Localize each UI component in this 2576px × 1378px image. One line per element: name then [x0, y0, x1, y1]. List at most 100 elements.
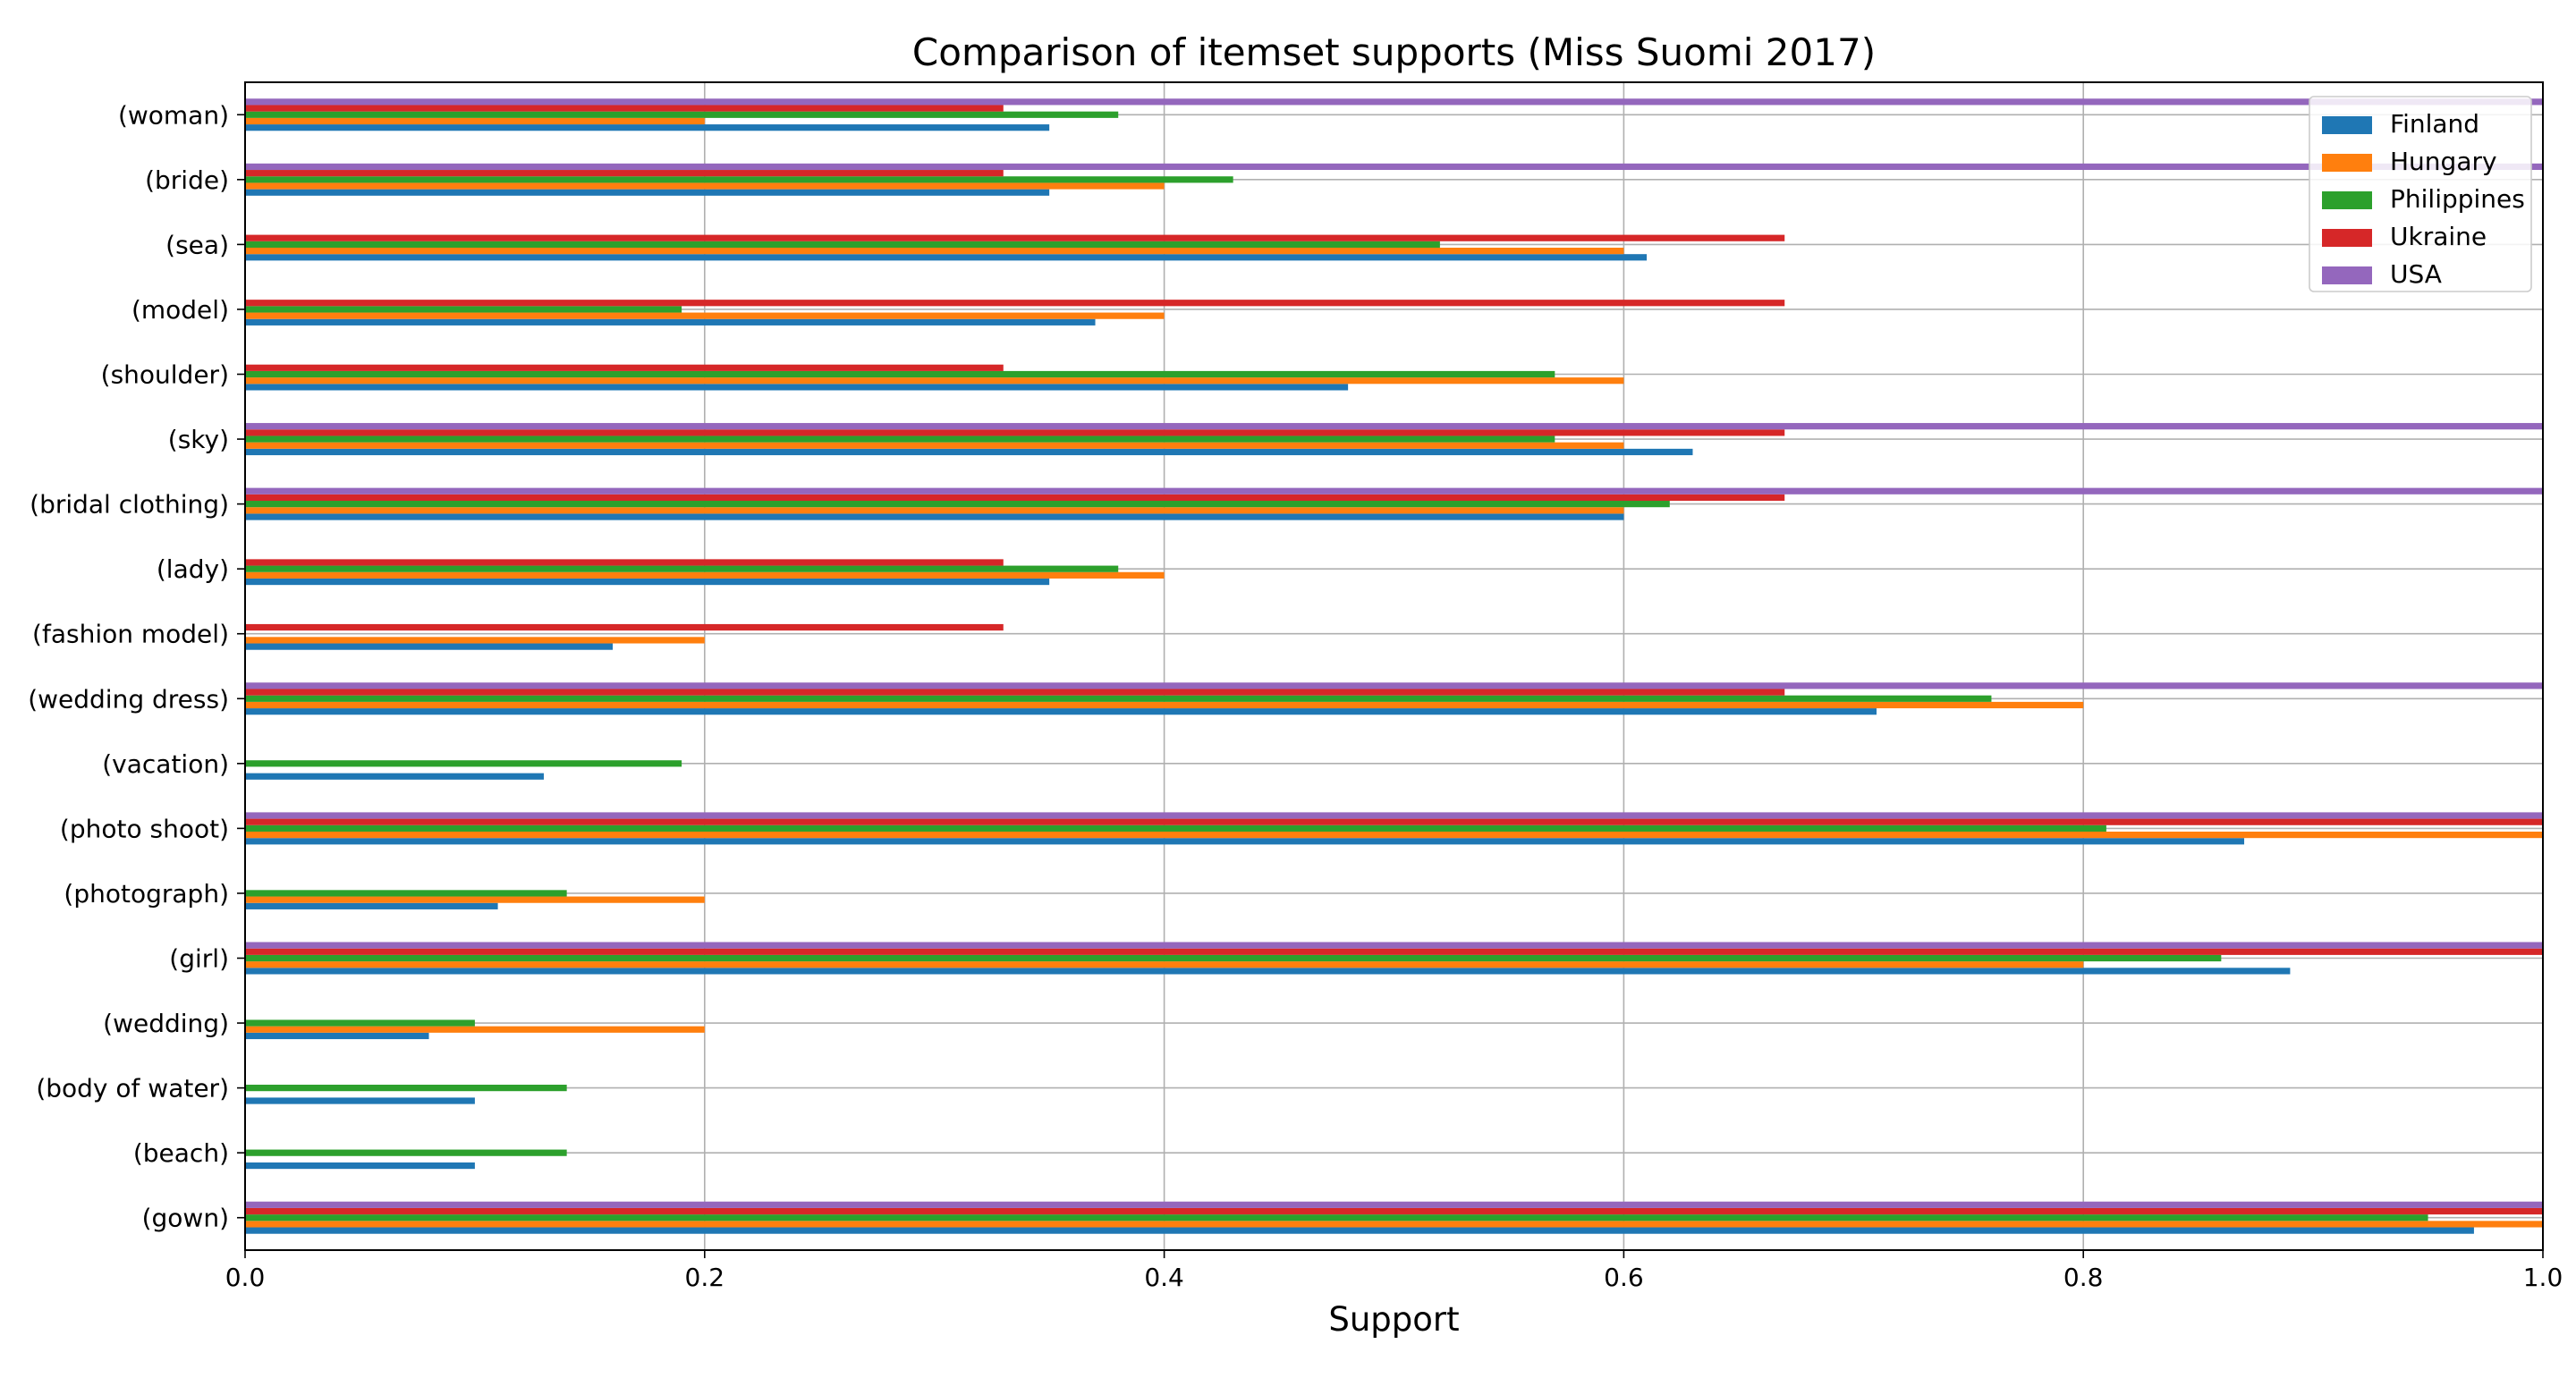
bar-usa	[245, 682, 2543, 689]
legend-label-finland: Finland	[2390, 109, 2479, 139]
bar-hungary	[245, 182, 1165, 190]
axes-frame	[244, 81, 2544, 1251]
bar-finland	[245, 1227, 2474, 1234]
bar-ukraine	[245, 429, 1785, 436]
bar-hungary	[245, 247, 1624, 255]
bar-finland	[245, 384, 1349, 391]
bar-usa	[245, 942, 2543, 949]
bar-usa	[245, 1201, 2543, 1208]
bar-philippines	[245, 370, 1555, 378]
bar-finland	[245, 838, 2245, 845]
bar-ukraine	[245, 170, 1004, 177]
legend-swatch-finland	[2322, 116, 2372, 134]
bar-hungary	[245, 961, 2084, 968]
y-tick-label: (vacation)	[102, 749, 229, 779]
y-tick-label: (gown)	[142, 1204, 229, 1233]
legend-swatch-ukraine	[2322, 229, 2372, 247]
ticks-layer: 0.0 0.2 0.4 0.6 0.8 1.0 (gown) (beach) (body of …	[28, 100, 2563, 1292]
bar-ukraine	[245, 494, 1785, 502]
bar-finland	[245, 124, 1050, 131]
x-tick-label: 0.8	[2063, 1263, 2104, 1292]
y-tick-label: (girl)	[169, 944, 229, 974]
bar-finland	[245, 578, 1050, 586]
bar-hungary	[245, 701, 2084, 709]
bar-finland	[245, 189, 1050, 196]
x-tick-label: 0.4	[1144, 1263, 1184, 1292]
y-tick-label: (photograph)	[64, 879, 229, 909]
bar-usa	[245, 487, 2543, 495]
bar-philippines	[245, 501, 1670, 508]
bar-hungary	[245, 442, 1624, 449]
y-tick-label: (sea)	[165, 230, 229, 259]
bar-ukraine	[245, 105, 1004, 112]
bar-finland	[245, 448, 1693, 456]
legend-swatch-usa	[2322, 266, 2372, 284]
bar-philippines	[245, 241, 1440, 248]
bar-hungary	[245, 117, 705, 125]
bar-philippines	[245, 435, 1555, 443]
bar-finland	[245, 968, 2291, 975]
y-tick-label: (wedding dress)	[28, 684, 229, 714]
chart-title: Comparison of itemset supports (Miss Suo…	[912, 30, 1876, 74]
bar-ukraine	[245, 234, 1785, 241]
bar-usa	[245, 98, 2543, 106]
x-axis-label: Support	[1328, 1300, 1459, 1339]
bar-ukraine	[245, 1207, 2543, 1215]
y-tick-label: (sky)	[168, 425, 229, 454]
bar-finland	[245, 513, 1624, 520]
y-tick-label: (fashion model)	[32, 620, 229, 649]
bar-usa	[245, 812, 2543, 819]
bar-finland	[245, 318, 1096, 325]
x-tick-label: 0.2	[685, 1263, 725, 1292]
legend-label-hungary: Hungary	[2390, 147, 2497, 176]
y-tick-label: (bride)	[145, 165, 229, 195]
bar-finland	[245, 773, 544, 780]
y-tick-label: (bridal clothing)	[30, 490, 229, 520]
bar-finland	[245, 1097, 475, 1104]
bar-philippines	[245, 954, 2222, 962]
y-tick-label: (beach)	[133, 1138, 229, 1168]
bar-hungary	[245, 831, 2543, 839]
legend-label-philippines: Philippines	[2390, 184, 2525, 214]
bars-layer	[245, 98, 2543, 1234]
bar-philippines	[245, 565, 1119, 572]
bar-hungary	[245, 312, 1165, 319]
bar-usa	[245, 163, 2543, 171]
bar-philippines	[245, 306, 682, 313]
legend-swatch-philippines	[2322, 191, 2372, 209]
bar-ukraine	[245, 300, 1785, 307]
x-tick-label: 1.0	[2523, 1263, 2563, 1292]
bar-philippines	[245, 1214, 2428, 1222]
bar-ukraine	[245, 689, 1785, 696]
y-tick-label: (body of water)	[36, 1074, 229, 1103]
bar-philippines	[245, 111, 1119, 118]
bar-ukraine	[245, 559, 1004, 566]
y-tick-label: (woman)	[118, 100, 229, 130]
bar-finland	[245, 1162, 475, 1170]
legend-label-ukraine: Ukraine	[2390, 222, 2487, 251]
bar-philippines	[245, 1085, 567, 1092]
bar-philippines	[245, 760, 682, 767]
y-tick-label: (shoulder)	[101, 360, 229, 390]
x-tick-label: 0.6	[1604, 1263, 1644, 1292]
bar-hungary	[245, 637, 705, 644]
bar-philippines	[245, 695, 1992, 702]
bar-finland	[245, 643, 614, 650]
bar-finland	[245, 708, 1877, 715]
bar-philippines	[245, 1019, 475, 1027]
y-tick-label: (lady)	[157, 554, 229, 584]
bar-ukraine	[245, 364, 1004, 371]
bar-philippines	[245, 176, 1233, 183]
bar-finland	[245, 254, 1648, 261]
bar-finland	[245, 1032, 429, 1040]
bar-ukraine	[245, 818, 2543, 825]
bar-philippines	[245, 824, 2106, 832]
bar-finland	[245, 902, 498, 909]
bar-ukraine	[245, 948, 2543, 955]
y-tick-label: (photo shoot)	[60, 814, 229, 843]
bar-hungary	[245, 571, 1165, 579]
legend-swatch-hungary	[2322, 154, 2372, 172]
bar-philippines	[245, 1149, 567, 1156]
